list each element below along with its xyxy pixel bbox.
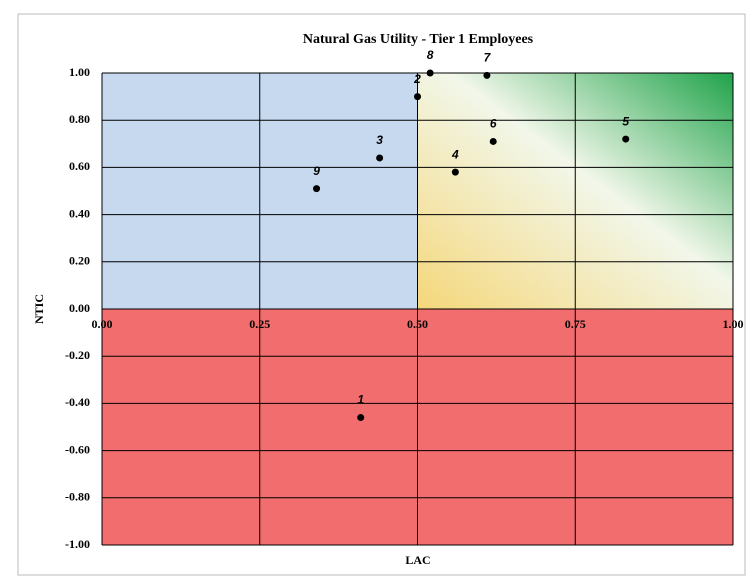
x-tick-label: 0.00 [92, 317, 113, 331]
y-tick-label: 0.20 [69, 254, 90, 268]
point [622, 135, 630, 143]
y-tick-label: -0.60 [65, 442, 90, 456]
y-tick-label: -0.80 [65, 490, 90, 504]
point [426, 69, 434, 77]
point-label: 9 [313, 164, 320, 178]
point-label: 1 [357, 393, 364, 407]
point-label: 5 [622, 114, 629, 128]
x-tick-label: 0.75 [565, 317, 586, 331]
y-tick-label: -0.20 [65, 348, 90, 362]
point [376, 154, 384, 162]
point [414, 93, 421, 101]
chart-title: Natural Gas Utility - Tier 1 Employees [303, 32, 534, 47]
point-label: 3 [376, 133, 383, 147]
point [357, 414, 365, 422]
point-label: 2 [413, 72, 421, 86]
point [451, 168, 459, 176]
point [489, 137, 497, 145]
y-tick-label: 0.40 [69, 206, 90, 220]
y-tick-label: 0.80 [69, 112, 90, 126]
point-label: 8 [427, 48, 434, 62]
x-tick-label: 0.50 [407, 317, 428, 331]
point [313, 185, 321, 193]
x-tick-label: 1.00 [723, 317, 744, 331]
y-tick-label: 0.00 [69, 301, 90, 315]
y-tick-label: 0.60 [69, 159, 90, 173]
point-label: 7 [484, 51, 492, 65]
y-tick-label: -1.00 [65, 537, 90, 551]
point [483, 71, 491, 79]
point-label: 6 [490, 117, 497, 131]
point-label: 4 [451, 147, 459, 161]
y-axis-title: NTIC [32, 294, 46, 324]
y-tick-label: 1.00 [69, 65, 90, 79]
x-tick-label: 0.25 [249, 317, 270, 331]
y-tick-label: -0.40 [65, 395, 90, 409]
x-axis-title: LAC [405, 553, 430, 567]
